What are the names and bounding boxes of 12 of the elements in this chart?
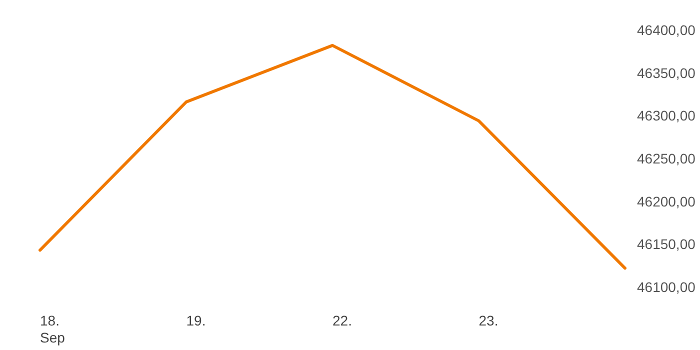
- y-tick-label: 46150,00: [637, 236, 696, 252]
- x-tick-label: 18. Sep: [40, 312, 66, 346]
- x-tick-label: 22.: [332, 312, 352, 328]
- y-tick-label: 46350,00: [637, 64, 696, 81]
- line-series: [38, 44, 626, 270]
- x-tick-label: 19.: [186, 312, 206, 328]
- y-tick-label: 46400,00: [637, 22, 696, 38]
- y-tick-label: 46250,00: [637, 150, 696, 166]
- y-tick-label: 46300,00: [637, 108, 696, 124]
- x-tick-label: 23.: [478, 312, 498, 328]
- y-tick-label: 46200,00: [637, 193, 696, 210]
- y-tick-label: 46100,00: [637, 279, 696, 295]
